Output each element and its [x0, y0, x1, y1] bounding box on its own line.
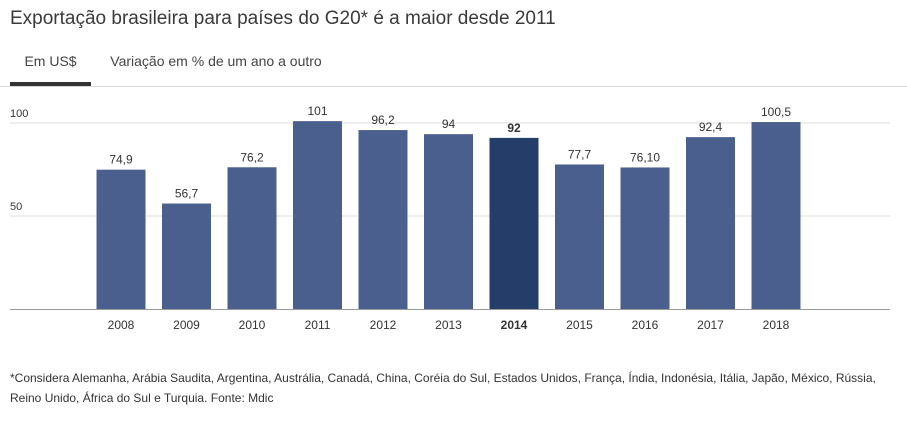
- bar-2017: [686, 137, 735, 309]
- y-tick-label: 50: [10, 201, 22, 213]
- x-tick-label: 2008: [108, 318, 135, 332]
- footnote: *Considera Alemanha, Arábia Saudita, Arg…: [10, 371, 876, 405]
- value-label: 92: [507, 121, 521, 135]
- bar-2012: [358, 130, 408, 309]
- chart-area: 50 100 74,9 2008 56,7 2009 76,2 2010 101 2011 96,2…: [0, 100, 907, 345]
- x-tick-label: 2017: [697, 318, 724, 332]
- value-label: 96,2: [371, 113, 395, 127]
- bar-2009: [162, 203, 211, 309]
- x-tick-label: 2010: [239, 318, 266, 332]
- y-tick-label: 100: [10, 108, 28, 120]
- bar-chart: 50 100 74,9 2008 56,7 2009 76,2 2010 101 2011 96,2…: [10, 104, 890, 332]
- bar-2015: [555, 164, 604, 309]
- bar-2016: [620, 167, 670, 309]
- value-label: 101: [307, 104, 327, 118]
- bar-2014: [489, 137, 539, 309]
- tab-em-usd[interactable]: Em US$: [10, 42, 91, 86]
- value-label: 76,2: [240, 150, 264, 164]
- x-tick-label: 2018: [763, 318, 790, 332]
- value-label: 100,5: [761, 105, 791, 119]
- x-tick-label: 2012: [370, 318, 397, 332]
- bar-2010: [227, 167, 277, 309]
- bar-2008: [96, 169, 146, 309]
- tab-variacao-percentual[interactable]: Variação em % de um ano a outro: [110, 53, 322, 69]
- x-tick-label: 2011: [305, 318, 331, 332]
- value-label: 74,9: [109, 153, 133, 167]
- value-label: 56,7: [175, 187, 199, 201]
- bar-2011: [293, 121, 342, 309]
- x-tick-label: 2014: [501, 318, 528, 332]
- x-tick-label: 2015: [566, 318, 593, 332]
- value-label: 77,7: [568, 147, 592, 161]
- value-label: 76,10: [630, 150, 660, 164]
- x-tick-label: 2013: [435, 318, 462, 332]
- bar-2013: [424, 134, 473, 309]
- x-tick-label: 2016: [632, 318, 659, 332]
- chart-title: Exportação brasileira para países do G20…: [10, 8, 556, 29]
- value-label: 94: [442, 117, 456, 131]
- x-tick-label: 2009: [173, 318, 200, 332]
- bar-2018: [751, 122, 801, 309]
- tab-bar: Em US$ Variação em % de um ano a outro: [0, 42, 907, 87]
- value-label: 92,4: [699, 120, 723, 134]
